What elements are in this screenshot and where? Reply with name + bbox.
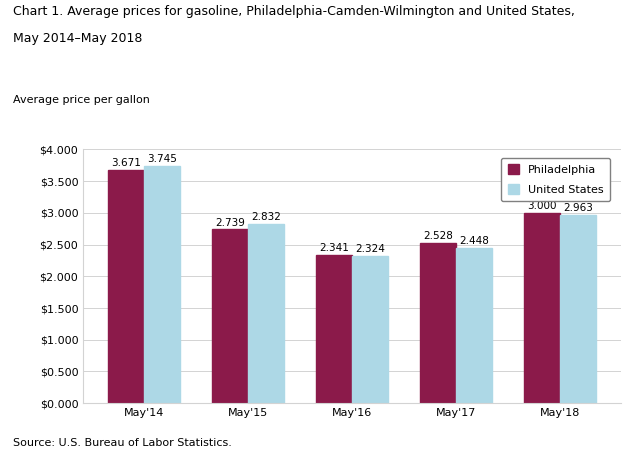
Text: 2.528: 2.528 (423, 231, 452, 241)
Text: 2.963: 2.963 (563, 203, 593, 213)
Text: 3.745: 3.745 (147, 154, 177, 164)
Bar (524, 213, 560, 403)
Text: 2.832: 2.832 (252, 212, 281, 222)
Bar (248, 224, 284, 403)
Bar (560, 215, 596, 403)
Text: Chart 1. Average prices for gasoline, Philadelphia-Camden-Wilmington and United : Chart 1. Average prices for gasoline, Ph… (13, 5, 575, 18)
Bar (316, 255, 352, 403)
Text: May 2014–May 2018: May 2014–May 2018 (13, 32, 142, 45)
Bar (352, 256, 388, 403)
Text: 2.324: 2.324 (355, 244, 385, 254)
Text: 3.671: 3.671 (111, 159, 141, 169)
Text: Source: U.S. Bureau of Labor Statistics.: Source: U.S. Bureau of Labor Statistics. (13, 439, 232, 448)
Bar (420, 243, 456, 403)
Bar (456, 248, 492, 403)
Text: Average price per gallon: Average price per gallon (13, 95, 150, 105)
Text: 2.739: 2.739 (215, 217, 244, 227)
Bar (212, 230, 248, 403)
Text: 2.341: 2.341 (319, 243, 349, 253)
Text: 3.000: 3.000 (527, 201, 557, 211)
Text: 2.448: 2.448 (460, 236, 489, 246)
Bar (144, 166, 180, 403)
Bar (108, 170, 144, 403)
Legend: Philadelphia, United States: Philadelphia, United States (501, 158, 610, 202)
